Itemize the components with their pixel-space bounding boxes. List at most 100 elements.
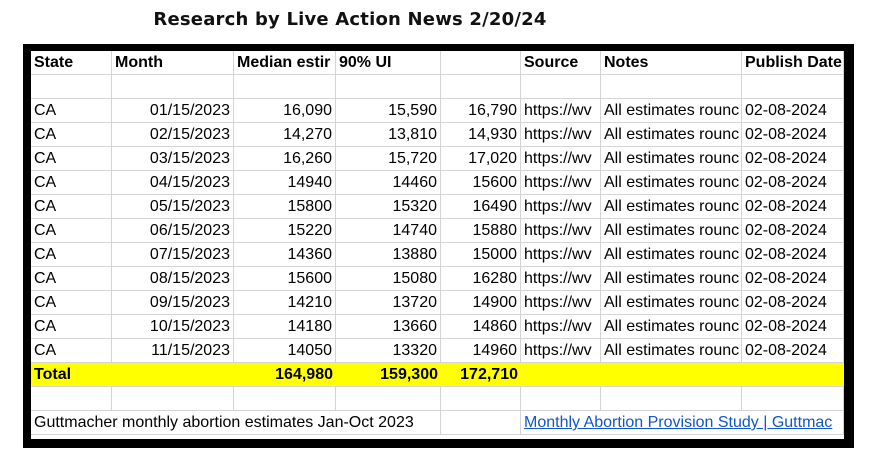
cell-month[interactable]: 01/15/2023 (112, 99, 234, 123)
cell-publish-date[interactable]: 02-08-2024 (742, 171, 844, 195)
cell-notes[interactable]: All estimates rounc (601, 315, 742, 339)
cell-notes[interactable]: All estimates rounc (601, 243, 742, 267)
cell-median-estimate[interactable]: 15800 (234, 195, 336, 219)
cell-month[interactable]: 02/15/2023 (112, 123, 234, 147)
cell-publish-date[interactable]: 02-08-2024 (742, 147, 844, 171)
empty-cell[interactable] (742, 75, 844, 99)
cell-ui-high[interactable]: 17,020 (441, 147, 521, 171)
cell-state[interactable]: CA (31, 243, 112, 267)
cell-ui-low[interactable]: 13320 (336, 339, 441, 363)
header-notes[interactable]: Notes (601, 51, 742, 75)
cell-ui-low[interactable]: 15,720 (336, 147, 441, 171)
cell-median-estimate[interactable]: 14050 (234, 339, 336, 363)
cell-publish-date[interactable]: 02-08-2024 (742, 315, 844, 339)
empty-cell[interactable] (521, 387, 601, 411)
cell-publish-date[interactable]: 02-08-2024 (742, 195, 844, 219)
cell-source[interactable]: https://wv (521, 339, 601, 363)
cell-ui-low[interactable]: 13720 (336, 291, 441, 315)
cell-state[interactable]: CA (31, 171, 112, 195)
empty-cell[interactable] (112, 75, 234, 99)
cell-ui-low[interactable]: 14460 (336, 171, 441, 195)
cell-notes[interactable]: All estimates rounc (601, 339, 742, 363)
cell-median-estimate[interactable]: 14940 (234, 171, 336, 195)
cell-publish-date[interactable]: 02-08-2024 (742, 339, 844, 363)
footer-note[interactable]: Guttmacher monthly abortion estimates Ja… (31, 411, 441, 435)
cell-state[interactable]: CA (31, 291, 112, 315)
cell-ui-high[interactable]: 15880 (441, 219, 521, 243)
empty-cell[interactable] (441, 387, 521, 411)
total-low[interactable]: 159,300 (380, 366, 438, 383)
cell-state[interactable]: CA (31, 219, 112, 243)
cell-ui-high[interactable]: 14960 (441, 339, 521, 363)
cell-ui-low[interactable]: 13,810 (336, 123, 441, 147)
cell-publish-date[interactable]: 02-08-2024 (742, 99, 844, 123)
header-source[interactable]: Source (521, 51, 601, 75)
cell-month[interactable]: 05/15/2023 (112, 195, 234, 219)
empty-cell[interactable] (336, 387, 441, 411)
cell-month[interactable]: 03/15/2023 (112, 147, 234, 171)
cell-ui-high[interactable]: 16280 (441, 267, 521, 291)
cell-publish-date[interactable]: 02-08-2024 (742, 267, 844, 291)
cell-source[interactable]: https://wv (521, 147, 601, 171)
cell-month[interactable]: 06/15/2023 (112, 219, 234, 243)
cell-ui-low[interactable]: 15320 (336, 195, 441, 219)
cell-ui-low[interactable]: 15080 (336, 267, 441, 291)
cell-state[interactable]: CA (31, 315, 112, 339)
cell-ui-high[interactable]: 16490 (441, 195, 521, 219)
cell-ui-high[interactable]: 14,930 (441, 123, 521, 147)
empty-cell[interactable] (601, 387, 742, 411)
cell-source[interactable]: https://wv (521, 243, 601, 267)
empty-cell[interactable] (601, 75, 742, 99)
cell-state[interactable]: CA (31, 99, 112, 123)
total-label[interactable]: Total (34, 366, 72, 383)
empty-cell[interactable] (441, 75, 521, 99)
header-state[interactable]: State (31, 51, 112, 75)
cell-notes[interactable]: All estimates rounc (601, 123, 742, 147)
cell-source[interactable]: https://wv (521, 195, 601, 219)
cell-source[interactable]: https://wv (521, 123, 601, 147)
cell-ui-high[interactable]: 14900 (441, 291, 521, 315)
cell-ui-high[interactable]: 14860 (441, 315, 521, 339)
cell-source[interactable]: https://wv (521, 171, 601, 195)
cell-source[interactable]: https://wv (521, 267, 601, 291)
cell-month[interactable]: 07/15/2023 (112, 243, 234, 267)
cell-median-estimate[interactable]: 14,270 (234, 123, 336, 147)
empty-cell[interactable] (31, 387, 112, 411)
cell-source[interactable]: https://wv (521, 219, 601, 243)
cell-state[interactable]: CA (31, 147, 112, 171)
empty-cell[interactable] (742, 387, 844, 411)
cell-median-estimate[interactable]: 15220 (234, 219, 336, 243)
guttmacher-study-link[interactable]: Monthly Abortion Provision Study | Guttm… (521, 411, 844, 435)
cell-ui-low[interactable]: 13880 (336, 243, 441, 267)
empty-cell[interactable] (441, 411, 521, 435)
cell-median-estimate[interactable]: 16,090 (234, 99, 336, 123)
cell-ui-low[interactable]: 15,590 (336, 99, 441, 123)
cell-median-estimate[interactable]: 14180 (234, 315, 336, 339)
cell-publish-date[interactable]: 02-08-2024 (742, 123, 844, 147)
cell-source[interactable]: https://wv (521, 291, 601, 315)
cell-notes[interactable]: All estimates rounc (601, 99, 742, 123)
cell-notes[interactable]: All estimates rounc (601, 147, 742, 171)
total-median[interactable]: 164,980 (275, 366, 333, 383)
cell-ui-low[interactable]: 14740 (336, 219, 441, 243)
total-high[interactable]: 172,710 (460, 366, 518, 383)
cell-ui-low[interactable]: 13660 (336, 315, 441, 339)
empty-cell[interactable] (336, 75, 441, 99)
cell-month[interactable]: 10/15/2023 (112, 315, 234, 339)
cell-notes[interactable]: All estimates rounc (601, 267, 742, 291)
cell-state[interactable]: CA (31, 267, 112, 291)
cell-median-estimate[interactable]: 14360 (234, 243, 336, 267)
header-blank[interactable] (441, 51, 521, 75)
cell-ui-high[interactable]: 15600 (441, 171, 521, 195)
cell-ui-high[interactable]: 16,790 (441, 99, 521, 123)
cell-month[interactable]: 09/15/2023 (112, 291, 234, 315)
cell-month[interactable]: 11/15/2023 (112, 339, 234, 363)
empty-cell[interactable] (234, 387, 336, 411)
cell-state[interactable]: CA (31, 195, 112, 219)
header-median-estimate[interactable]: Median estir (234, 51, 336, 75)
cell-state[interactable]: CA (31, 339, 112, 363)
cell-source[interactable]: https://wv (521, 315, 601, 339)
cell-notes[interactable]: All estimates rounc (601, 195, 742, 219)
cell-median-estimate[interactable]: 16,260 (234, 147, 336, 171)
cell-notes[interactable]: All estimates rounc (601, 291, 742, 315)
